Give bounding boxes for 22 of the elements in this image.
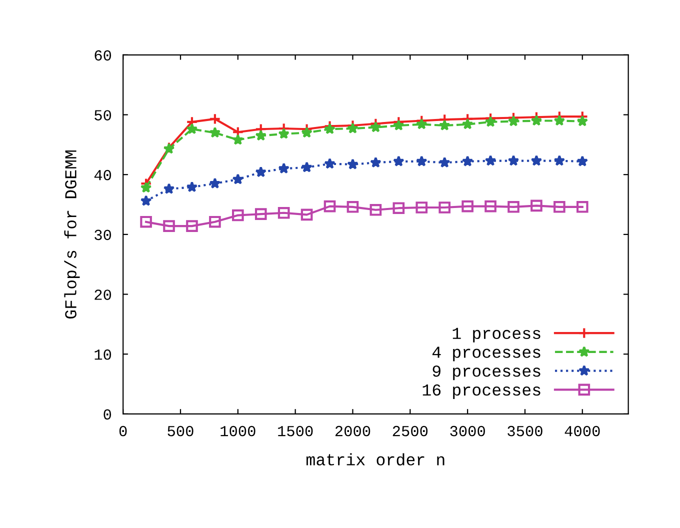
legend-label: 4 processes	[432, 346, 540, 362]
x-axis-title: matrix order n	[306, 453, 444, 466]
y-tick-label: 30	[94, 230, 112, 240]
y-tick-label: 10	[94, 349, 112, 360]
x-tick-label: 2500	[392, 426, 428, 436]
x-tick-label: 3500	[508, 426, 542, 436]
x-tick-label: 4000	[564, 426, 600, 436]
y-axis-title: GFlop/s for DGEMM	[64, 150, 80, 319]
legend-label: 1 process	[452, 328, 540, 342]
x-tick-label: 500	[168, 426, 194, 436]
x-tick-label: 1500	[278, 426, 313, 436]
x-tick-label: 1000	[220, 426, 256, 436]
x-tick-label: 0	[119, 426, 127, 436]
legend-label: 16 processes	[422, 384, 540, 399]
y-tick-label: 60	[94, 50, 112, 61]
y-tick-label: 40	[94, 170, 112, 180]
legend-label: 9 processes	[432, 365, 540, 380]
x-tick-label: 2000	[335, 426, 370, 436]
y-tick-label: 20	[94, 290, 112, 300]
y-tick-label: 50	[94, 110, 112, 120]
y-tick-label: 0	[104, 409, 112, 420]
x-tick-label: 3000	[450, 426, 485, 436]
